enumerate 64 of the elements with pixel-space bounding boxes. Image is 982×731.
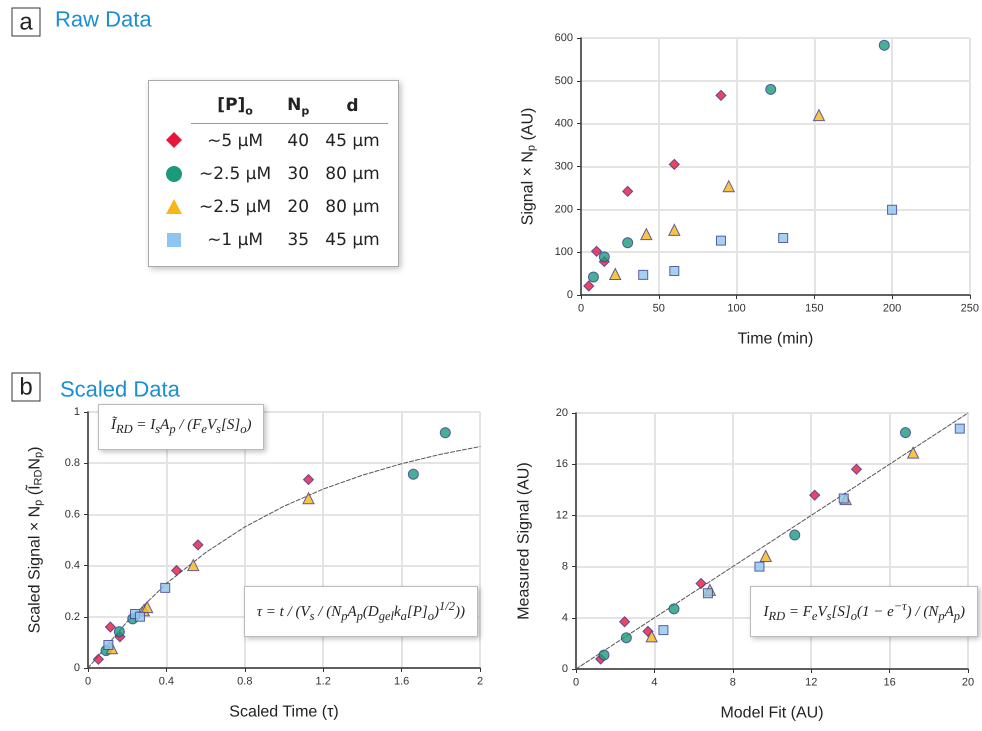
y-tick-label: 0 — [562, 663, 568, 675]
x-tick-label: 0.8 — [237, 676, 252, 688]
x-tick-label: 4 — [651, 676, 658, 688]
text: I$_{RD}$ = F$_{e}$V$_{s}$[S]$_{o}$(1 − e$^{−τ}$) / (N$_{p}$A$_{p}$) — [763, 599, 965, 623]
x-axis-title: Scaled Time (τ) — [229, 704, 339, 720]
x-axis-title: Model Fit (AU) — [720, 704, 824, 722]
text: 45 μm — [324, 130, 381, 152]
text: a — [19, 8, 34, 36]
text: N$_{p}$ — [279, 89, 318, 124]
x-tick-label: 200 — [882, 302, 902, 314]
y-tick-label: 0.2 — [64, 610, 80, 623]
text: 45 μm — [324, 228, 381, 252]
y-tick-label: 0.8 — [64, 457, 80, 470]
y-tick-label: 0 — [74, 662, 80, 674]
text: 20 — [286, 196, 310, 218]
text: 30 — [286, 162, 310, 186]
text: d — [317, 89, 388, 124]
y-tick-label: 300 — [554, 160, 573, 172]
x-tick-label: 16 — [883, 676, 896, 688]
chart-title: Scaled Data — [60, 376, 181, 402]
text: 35 — [286, 228, 310, 252]
y-axis-title: Signal × Np (AU) — [520, 108, 538, 226]
x-axis-title: Time (min) — [737, 330, 814, 348]
text: 80 μm — [324, 162, 381, 186]
x-tick-label: 0 — [578, 302, 584, 314]
y-axis-title: Scaled Signal × Np (ĨRDNp) — [24, 446, 44, 634]
y-tick-label: 12 — [556, 509, 568, 522]
y-tick-label: 0.6 — [64, 508, 80, 520]
y-tick-label: 8 — [562, 560, 568, 573]
y-tick-label: 20 — [556, 407, 568, 419]
y-tick-label: 600 — [554, 32, 573, 44]
x-tick-label: 1.2 — [316, 676, 331, 688]
y-tick-label: 0.4 — [64, 560, 80, 572]
legend-label: ~2.5 μM — [198, 162, 272, 186]
legend-label: ~2.5 μM — [198, 196, 272, 218]
y-tick-label: 4 — [562, 612, 568, 624]
x-tick-label: 8 — [730, 676, 736, 688]
legend-label: ~5 μM — [206, 130, 264, 152]
legend-label: ~1 μM — [206, 228, 264, 252]
y-tick-label: 200 — [554, 203, 573, 216]
x-tick-label: 0 — [84, 676, 92, 688]
x-tick-label: 2 — [476, 676, 484, 688]
x-tick-label: 0.4 — [158, 676, 174, 688]
y-tick-label: 0 — [566, 289, 573, 301]
y-tick-label: 1 — [74, 406, 80, 418]
y-tick-label: 400 — [554, 118, 573, 130]
text: [P]$_{o}$ — [191, 89, 280, 124]
x-tick-label: 12 — [805, 676, 818, 688]
x-tick-label: 250 — [960, 302, 980, 314]
x-tick-label: 20 — [962, 676, 974, 688]
text: b — [19, 374, 33, 400]
text: 40 — [286, 130, 310, 152]
x-tick-label: 100 — [727, 302, 746, 314]
y-axis-title: Measured Signal (AU) — [516, 462, 532, 620]
x-tick-label: 150 — [805, 302, 824, 314]
text: Raw Data — [55, 6, 152, 32]
text: Ĩ$_{RD}$ = I$_{s}$A$_{p}$ / (F$_{e}$V$_{s}$[S]$_{o}$) — [111, 417, 252, 436]
x-tick-label: 50 — [652, 302, 665, 314]
text: 80 μm — [324, 196, 381, 218]
text: τ = t / (V$_{s}$ / (N$_{p}$A$_{p}$(D$_{gel}$k$_{a}$[P]$_{o}$)$^{1/2}$)) — [256, 599, 465, 623]
x-tick-label: 1.6 — [394, 676, 410, 688]
y-tick-label: 500 — [554, 74, 573, 87]
y-tick-label: 100 — [554, 246, 573, 258]
y-tick-label: 16 — [556, 458, 568, 470]
